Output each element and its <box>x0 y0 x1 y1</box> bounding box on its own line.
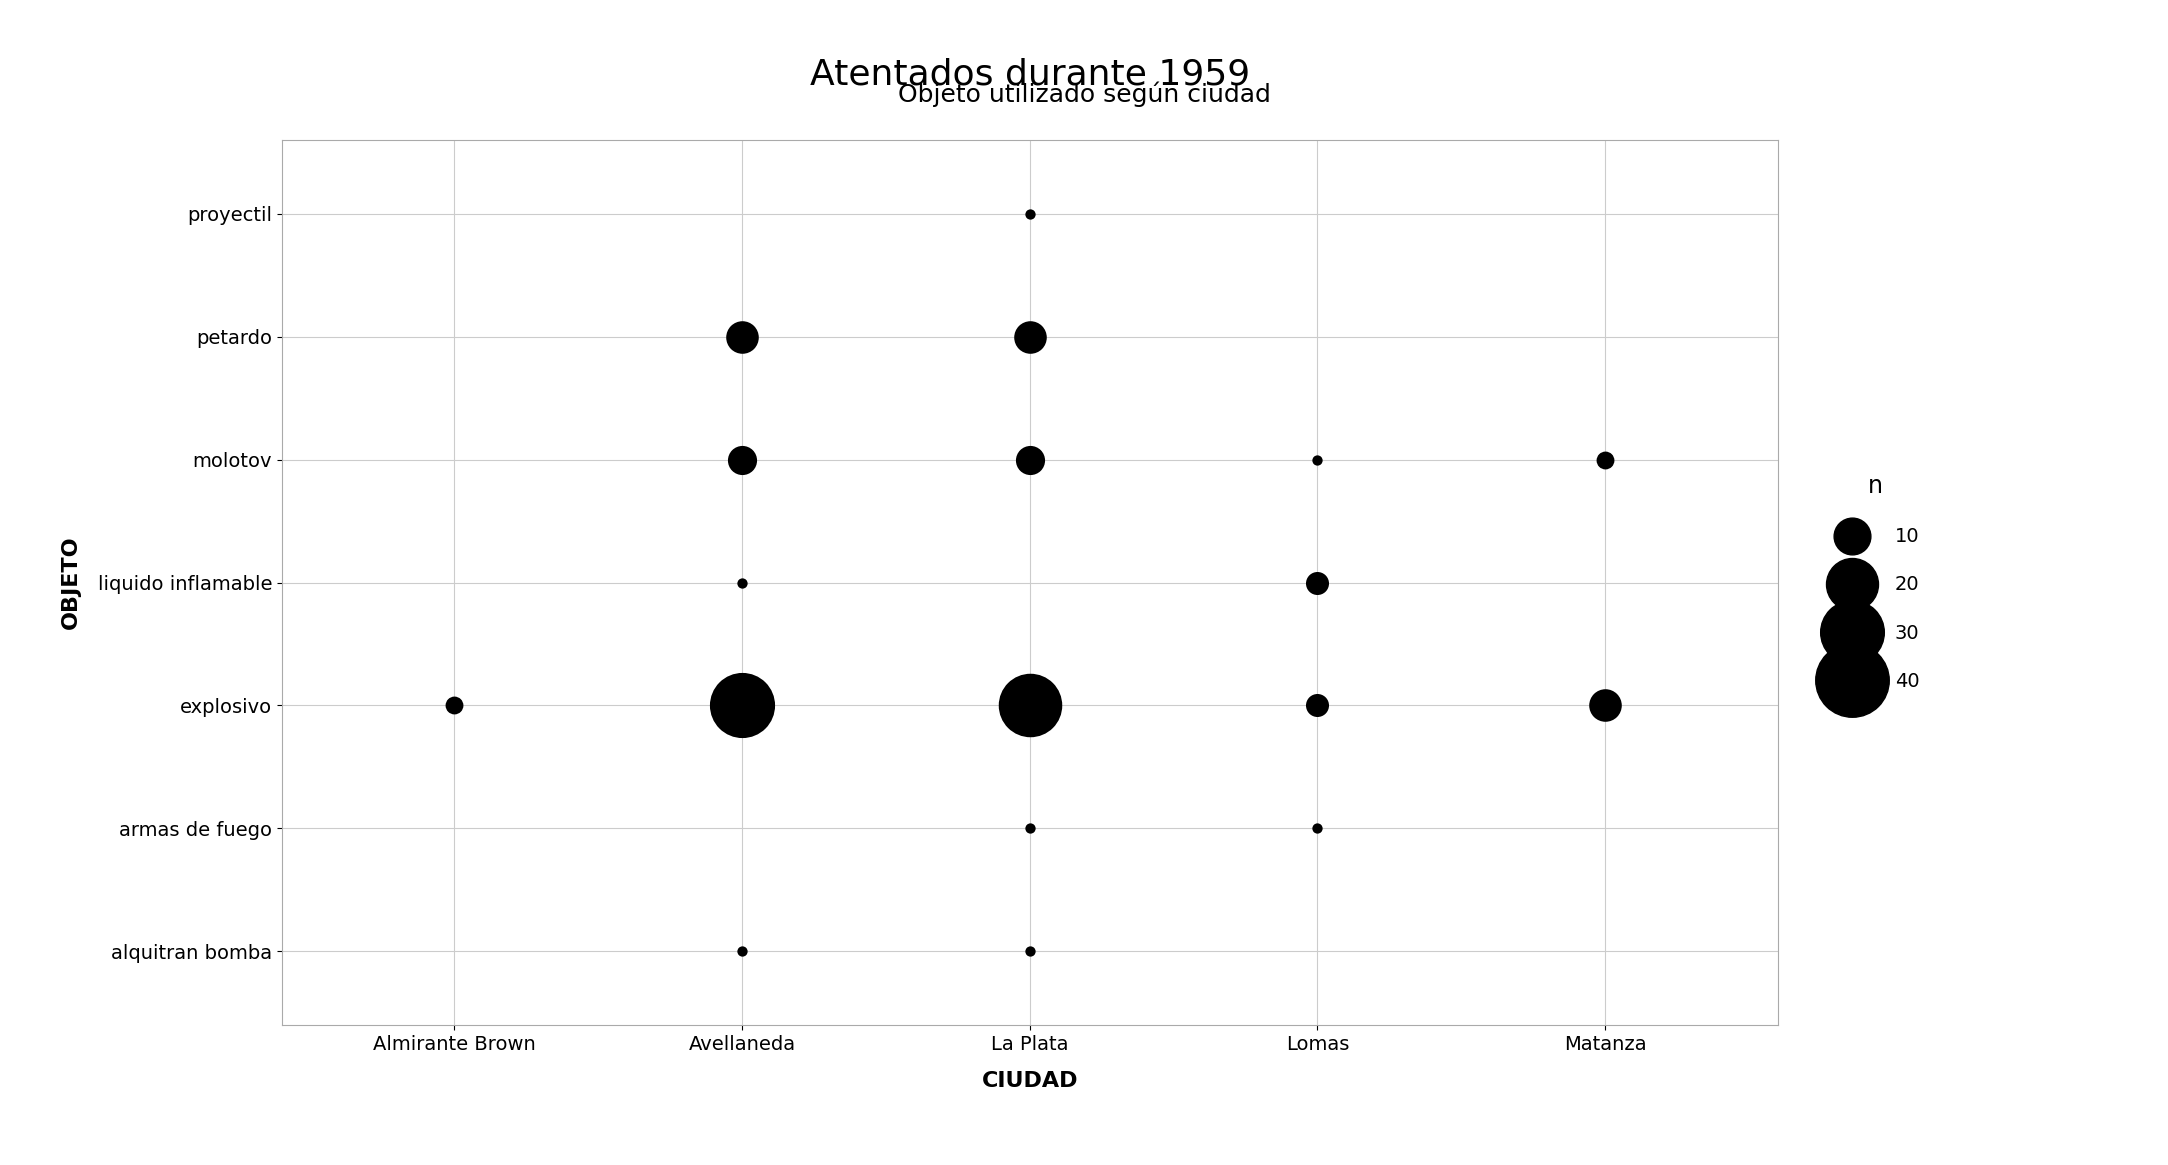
Point <box>724 450 759 468</box>
X-axis label: CIUDAD: CIUDAD <box>982 1071 1077 1090</box>
Point <box>438 697 473 715</box>
Point <box>1301 697 1335 715</box>
Point <box>1012 327 1047 346</box>
Point <box>1012 697 1047 715</box>
Point <box>1587 697 1622 715</box>
Point <box>1301 573 1335 592</box>
Legend: 10, 20, 30, 40: 10, 20, 30, 40 <box>1832 474 1919 691</box>
Title: Atentados durante 1959: Atentados durante 1959 <box>809 57 1251 91</box>
Point <box>724 327 759 346</box>
Point <box>724 697 759 715</box>
Text: Objeto utilizado según ciudad: Objeto utilizado según ciudad <box>898 82 1270 107</box>
Point <box>724 573 759 592</box>
Point <box>1012 450 1047 468</box>
Point <box>1301 819 1335 838</box>
Point <box>1012 819 1047 838</box>
Point <box>1012 204 1047 223</box>
Y-axis label: OBJETO: OBJETO <box>61 536 80 629</box>
Point <box>1587 450 1622 468</box>
Point <box>724 942 759 961</box>
Point <box>1012 942 1047 961</box>
Point <box>1301 450 1335 468</box>
